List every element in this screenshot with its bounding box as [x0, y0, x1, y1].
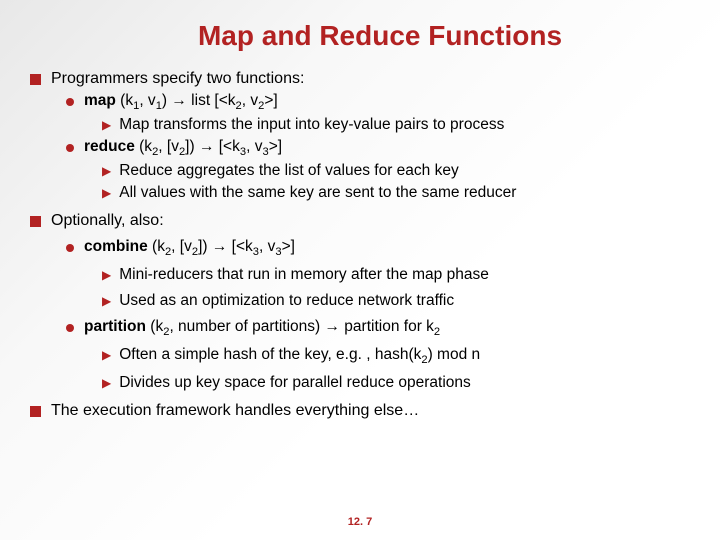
bullet-text: Reduce aggregates the list of values for… [119, 162, 458, 180]
arrow-bullet-icon: ▶ [102, 348, 111, 362]
arrow-bullet-icon: ▶ [102, 186, 111, 200]
square-bullet-icon [30, 216, 41, 227]
bullet-text: Optionally, also: [51, 212, 164, 230]
bullet-lvl2: reduce (k2, [v2]) → [<k3, v3>] [66, 138, 690, 158]
dot-bullet-icon [66, 324, 74, 332]
bullet-text: partition (k2, number of partitions) → p… [84, 318, 440, 338]
page-number: 12. 7 [0, 516, 720, 528]
bullet-text: Used as an optimization to reduce networ… [119, 292, 454, 310]
bullet-lvl3: ▶ Divides up key space for parallel redu… [102, 374, 690, 392]
bullet-lvl2: map (k1, v1) → list [<k2, v2>] [66, 92, 690, 112]
slide: Map and Reduce Functions Programmers spe… [0, 0, 720, 540]
bullet-text: Mini-reducers that run in memory after t… [119, 266, 489, 284]
arrow-bullet-icon: ▶ [102, 268, 111, 282]
bullet-lvl3: ▶ Mini-reducers that run in memory after… [102, 266, 690, 284]
bullet-text: The execution framework handles everythi… [51, 402, 419, 420]
square-bullet-icon [30, 406, 41, 417]
dot-bullet-icon [66, 98, 74, 106]
bullet-lvl1: The execution framework handles everythi… [30, 402, 690, 420]
bullet-lvl1: Programmers specify two functions: [30, 70, 690, 88]
bullet-text: Often a simple hash of the key, e.g. , h… [119, 346, 480, 366]
arrow-bullet-icon: ▶ [102, 118, 111, 132]
bullet-lvl3: ▶ Often a simple hash of the key, e.g. ,… [102, 346, 690, 366]
arrow-bullet-icon: ▶ [102, 376, 111, 390]
slide-title: Map and Reduce Functions [70, 20, 690, 52]
bullet-text: All values with the same key are sent to… [119, 184, 516, 202]
bullet-text: reduce (k2, [v2]) → [<k3, v3>] [84, 138, 282, 158]
bullet-text: map (k1, v1) → list [<k2, v2>] [84, 92, 278, 112]
bullet-lvl2: combine (k2, [v2]) → [<k3, v3>] [66, 238, 690, 258]
bullet-lvl3: ▶ Reduce aggregates the list of values f… [102, 162, 690, 180]
bullet-lvl3: ▶ Used as an optimization to reduce netw… [102, 292, 690, 310]
dot-bullet-icon [66, 144, 74, 152]
bullet-lvl2: partition (k2, number of partitions) → p… [66, 318, 690, 338]
bullet-text: Programmers specify two functions: [51, 70, 304, 88]
bullet-lvl1: Optionally, also: [30, 212, 690, 230]
square-bullet-icon [30, 74, 41, 85]
arrow-bullet-icon: ▶ [102, 164, 111, 178]
dot-bullet-icon [66, 244, 74, 252]
bullet-lvl3: ▶ All values with the same key are sent … [102, 184, 690, 202]
bullet-text: combine (k2, [v2]) → [<k3, v3>] [84, 238, 295, 258]
bullet-text: Divides up key space for parallel reduce… [119, 374, 471, 392]
arrow-bullet-icon: ▶ [102, 294, 111, 308]
bullet-lvl3: ▶ Map transforms the input into key-valu… [102, 116, 690, 134]
bullet-text: Map transforms the input into key-value … [119, 116, 504, 134]
